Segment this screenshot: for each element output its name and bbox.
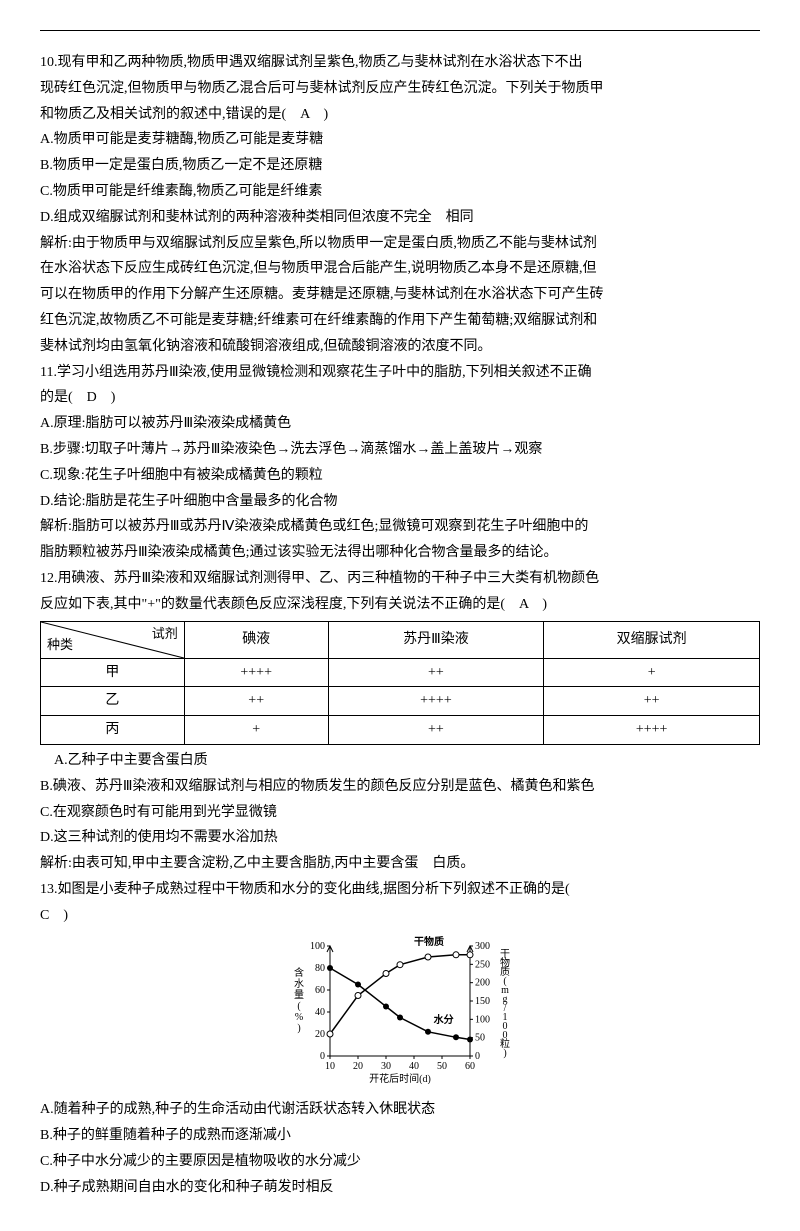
- q12-table: 试剂 种类 碘液 苏丹Ⅲ染液 双缩脲试剂 甲 ++++ ++ + 乙 ++ ++…: [40, 621, 760, 745]
- q13-option-b: B.种子的鲜重随着种子的成熟而逐渐减小: [40, 1124, 760, 1148]
- svg-text:50: 50: [475, 1032, 485, 1043]
- q13-stem-line2: C ): [40, 904, 760, 928]
- svg-text:60: 60: [315, 985, 325, 996]
- svg-text:干物质: 干物质: [414, 935, 444, 948]
- q11-stem-line1: 11.学习小组选用苏丹Ⅲ染液,使用显微镜检测和观察花生子叶中的脂肪,下列相关叙述…: [40, 361, 760, 385]
- svg-text:0: 0: [475, 1051, 480, 1062]
- q12-stem-line1: 12.用碘液、苏丹Ⅲ染液和双缩脲试剂测得甲、乙、丙三种植物的干种子中三大类有机物…: [40, 567, 760, 591]
- q12-option-a: A.乙种子中主要含蛋白质: [40, 749, 760, 773]
- q12-row-yi-v0: ++: [184, 687, 328, 716]
- q12-row-bing-label: 丙: [41, 716, 185, 745]
- q11-option-b: B.步骤:切取子叶薄片→苏丹Ⅲ染液染色→洗去浮色→滴蒸馏水→盖上盖玻片→观察: [40, 438, 760, 462]
- q11-explain-2: 脂肪颗粒被苏丹Ⅲ染液染成橘黄色;通过该实验无法得出哪种化合物含量最多的结论。: [40, 541, 760, 565]
- svg-text:10: 10: [325, 1061, 335, 1072]
- q12-col-sudan: 苏丹Ⅲ染液: [328, 621, 544, 658]
- svg-text:250: 250: [475, 959, 490, 970]
- svg-text:60: 60: [465, 1061, 475, 1072]
- q10-explain-5: 斐林试剂均由氢氧化钠溶液和硫酸铜溶液组成,但硫酸铜溶液的浓度不同。: [40, 335, 760, 359]
- svg-text:40: 40: [315, 1007, 325, 1018]
- q10-option-a: A.物质甲可能是麦芽糖酶,物质乙可能是麦芽糖: [40, 128, 760, 152]
- svg-text:50: 50: [437, 1061, 447, 1072]
- svg-text:80: 80: [315, 963, 325, 974]
- svg-text:300: 300: [475, 941, 490, 952]
- q12-row-jia-v2: +: [544, 658, 760, 687]
- q12-row-jia-label: 甲: [41, 658, 185, 687]
- q10-explain-2: 在水浴状态下反应生成砖红色沉淀,但与物质甲混合后能产生,说明物质乙本身不是还原糖…: [40, 257, 760, 281]
- q11-stem-line2: 的是( D ): [40, 386, 760, 410]
- top-rule: [40, 30, 760, 31]
- q10-stem-line2: 现砖红色沉淀,但物质甲与物质乙混合后可与斐林试剂反应产生砖红色沉淀。下列关于物质…: [40, 77, 760, 101]
- q13-option-c: C.种子中水分减少的主要原因是植物吸收的水分减少: [40, 1150, 760, 1174]
- q12-row-yi-v1: ++++: [328, 687, 544, 716]
- q10-stem-line1: 10.现有甲和乙两种物质,物质甲遇双缩脲试剂呈紫色,物质乙与斐林试剂在水浴状态下…: [40, 51, 760, 75]
- q13-stem-line1: 13.如图是小麦种子成熟过程中干物质和水分的变化曲线,据图分析下列叙述不正确的是…: [40, 878, 760, 902]
- q11-explain-1: 解析:脂肪可以被苏丹Ⅲ或苏丹Ⅳ染液染成橘黄色或红色;显微镜可观察到花生子叶细胞中…: [40, 515, 760, 539]
- q13-option-d: D.种子成熟期间自由水的变化和种子萌发时相反: [40, 1176, 760, 1200]
- q12-row-jia-v0: ++++: [184, 658, 328, 687]
- q13-chart: 0204060801000501001502002503001020304050…: [40, 934, 760, 1093]
- q12-stem-line2: 反应如下表,其中"+"的数量代表颜色反应深浅程度,下列有关说法不正确的是( A …: [40, 593, 760, 617]
- q12-option-b: B.碘液、苏丹Ⅲ染液和双缩脲试剂与相应的物质发生的颜色反应分别是蓝色、橘黄色和紫…: [40, 775, 760, 799]
- svg-text:20: 20: [353, 1061, 363, 1072]
- q12-row-jia-v1: ++: [328, 658, 544, 687]
- q11-option-d: D.结论:脂肪是花生子叶细胞中含量最多的化合物: [40, 490, 760, 514]
- q12-col-iodine: 碘液: [184, 621, 328, 658]
- q10-explain-1: 解析:由于物质甲与双缩脲试剂反应呈紫色,所以物质甲一定是蛋白质,物质乙不能与斐林…: [40, 232, 760, 256]
- q12-col-biuret: 双缩脲试剂: [544, 621, 760, 658]
- svg-text:20: 20: [315, 1029, 325, 1040]
- svg-text:100: 100: [310, 941, 325, 952]
- q10-stem-line3: 和物质乙及相关试剂的叙述中,错误的是( A ): [40, 103, 760, 127]
- q12-explain: 解析:由表可知,甲中主要含淀粉,乙中主要含脂肪,丙中主要含蛋 白质。: [40, 852, 760, 876]
- q12-row-yi-v2: ++: [544, 687, 760, 716]
- q12-row-bing-v2: ++++: [544, 716, 760, 745]
- q12-row-yi: 乙 ++ ++++ ++: [41, 687, 760, 716]
- svg-text:开花后时间(d): 开花后时间(d): [369, 1072, 431, 1084]
- svg-text:水分: 水分: [433, 1013, 454, 1026]
- svg-text:150: 150: [475, 996, 490, 1007]
- q12-option-d: D.这三种试剂的使用均不需要水浴加热: [40, 826, 760, 850]
- q10-option-c: C.物质甲可能是纤维素酶,物质乙可能是纤维素: [40, 180, 760, 204]
- q12-row-bing: 丙 + ++ ++++: [41, 716, 760, 745]
- q10-explain-4: 红色沉淀,故物质乙不可能是麦芽糖;纤维素可在纤维素酶的作用下产生葡萄糖;双缩脲试…: [40, 309, 760, 333]
- svg-text:含水量(%): 含水量(%): [294, 966, 304, 1034]
- svg-text:30: 30: [381, 1061, 391, 1072]
- q10-option-d: D.组成双缩脲试剂和斐林试剂的两种溶液种类相同但浓度不完全 相同: [40, 206, 760, 230]
- q12-table-head-type: 种类: [47, 634, 73, 656]
- q12-table-head-reagent: 试剂: [152, 623, 178, 645]
- svg-text:100: 100: [475, 1014, 490, 1025]
- q13-option-a: A.随着种子的成熟,种子的生命活动由代谢活跃状态转入休眠状态: [40, 1098, 760, 1122]
- q12-row-bing-v0: +: [184, 716, 328, 745]
- q12-option-c: C.在观察颜色时有可能用到光学显微镜: [40, 801, 760, 825]
- q10-option-b: B.物质甲一定是蛋白质,物质乙一定不是还原糖: [40, 154, 760, 178]
- svg-text:200: 200: [475, 977, 490, 988]
- q11-option-a: A.原理:脂肪可以被苏丹Ⅲ染液染成橘黄色: [40, 412, 760, 436]
- q12-row-jia: 甲 ++++ ++ +: [41, 658, 760, 687]
- q13-chart-svg: 0204060801000501001502002503001020304050…: [285, 934, 515, 1084]
- svg-text:干物质(mg/100粒): 干物质(mg/100粒): [500, 949, 510, 1059]
- q11-option-c: C.现象:花生子叶细胞中有被染成橘黄色的颗粒: [40, 464, 760, 488]
- q12-row-bing-v1: ++: [328, 716, 544, 745]
- q12-row-yi-label: 乙: [41, 687, 185, 716]
- svg-text:40: 40: [409, 1061, 419, 1072]
- q12-table-head-diag: 试剂 种类: [41, 621, 185, 658]
- q10-explain-3: 可以在物质甲的作用下分解产生还原糖。麦芽糖是还原糖,与斐林试剂在水浴状态下可产生…: [40, 283, 760, 307]
